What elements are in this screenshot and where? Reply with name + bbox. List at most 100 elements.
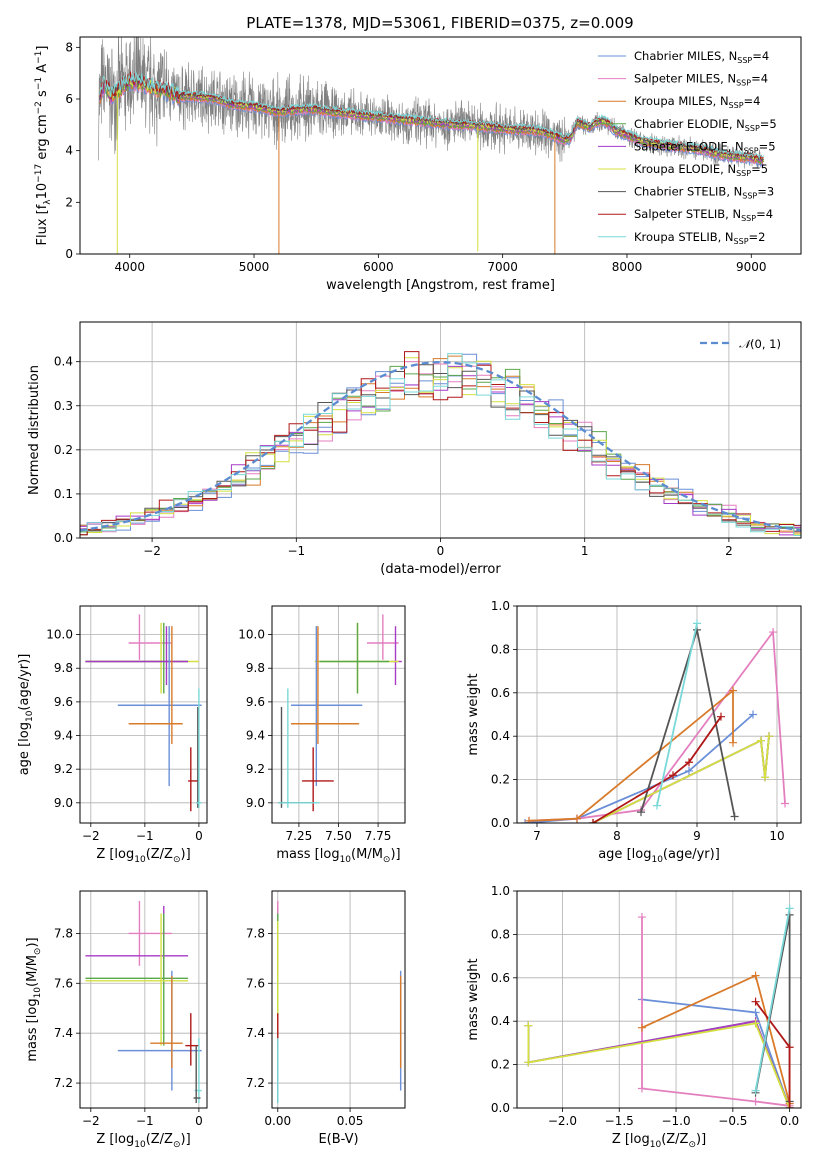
weight-series-kroupa-elodie	[589, 732, 773, 823]
errorbar-chabrier-miles	[291, 626, 363, 786]
weight-line	[641, 917, 790, 1107]
errorbar-salpeter-miles	[367, 614, 399, 660]
y-tick-label: 0.8	[491, 927, 510, 941]
weight-point-marker	[637, 913, 646, 922]
y-tick-label: 4	[65, 144, 73, 158]
errorbar-chabrier-stelib	[278, 706, 315, 808]
legend-label: Salpeter MILES, NSSP=4	[634, 72, 768, 88]
y-tick-label: 9.2	[54, 762, 73, 776]
weight-point-marker	[785, 904, 794, 913]
y-tick-label: 9.2	[246, 762, 265, 776]
y-tick-label: 0.6	[491, 686, 510, 700]
errorbar-kroupa-miles	[291, 626, 360, 744]
legend-label: Chabrier ELODIE, NSSP=5	[634, 117, 777, 133]
legend-label: Kroupa STELIB, NSSP=2	[634, 230, 765, 246]
legend-label: Salpeter ELODIE, NSSP=5	[634, 139, 776, 155]
model-spectrum-kroupa-stelib	[99, 70, 765, 159]
errorbar-chabrier-miles	[117, 970, 202, 1091]
age-vs-Z-x-axis-label: Z [log10(Z/Z⊙)]	[96, 847, 190, 865]
y-tick-label: 0.0	[54, 531, 73, 545]
model-spectrum-kroupa-elodie	[99, 74, 765, 162]
spectrum-y-axis-label: Flux [fλ10−17 erg cm−2 s−1 A−1]	[34, 46, 53, 246]
y-tick-label: 0.2	[491, 773, 510, 787]
mass-vs-metallicity-panel: −2 −1 0 7.2 7.4 7.6 7.8 Z [log10(Z/Z⊙)] mass [lo…	[25, 890, 208, 1150]
y-tick-label: 0.4	[491, 1014, 510, 1028]
x-tick-label: −1.5	[605, 1114, 634, 1128]
weight-point-marker	[751, 1019, 760, 1028]
legend-label: Kroupa ELODIE, NSSP=5	[634, 162, 768, 178]
residuals-y-axis-label: Normed distribution	[27, 365, 42, 495]
weight-point-marker	[669, 771, 677, 780]
axes-frame	[516, 605, 802, 824]
age-vs-mass-x-axis-label: mass [log10(M/M⊙)]	[276, 847, 400, 865]
errorbar-kroupa-elodie	[85, 913, 189, 1046]
weight-point-marker	[637, 808, 645, 817]
x-tick-label: 7.50	[325, 829, 352, 843]
errorbar-chabrier-elodie	[85, 622, 189, 694]
x-tick-label: 0.05	[337, 1114, 364, 1128]
weight-point-marker	[765, 732, 773, 741]
weight-series-kroupa-stelib	[751, 904, 794, 1095]
histogram-chabrier-miles	[80, 353, 801, 531]
mass-vs-ebv-panel: 0.00 0.05 7.2 7.4 7.6 7.8 E(B-V)	[246, 890, 406, 1147]
x-tick-label: 8000	[612, 260, 643, 274]
x-tick-label: 9000	[736, 260, 767, 274]
weight-point-marker	[751, 1097, 760, 1106]
y-tick-label: 9.8	[54, 661, 73, 675]
x-tick-label: −2	[143, 544, 161, 558]
y-tick-label: 0.2	[491, 1058, 510, 1072]
y-tick-label: 9.0	[54, 796, 73, 810]
weight-point-marker	[729, 686, 737, 695]
weight-vs-metallicity-panel: −2.0 −1.5 −1.0 −0.5 0.0 0.0 0.2 0.4 0.6 0.8 1.0 Z […	[466, 884, 802, 1150]
weight-series-kroupa-elodie	[524, 1019, 794, 1108]
x-tick-label: −1	[287, 544, 305, 558]
weight-line	[640, 629, 736, 817]
weight-series-salpeter-stelib	[589, 712, 725, 823]
weight-line	[592, 736, 770, 823]
weight-point-marker	[525, 816, 533, 823]
axes-frame	[79, 36, 802, 255]
legend-label: Chabrier MILES, NSSP=4	[634, 49, 769, 65]
weight-point-marker	[751, 1008, 760, 1017]
weight-point-marker	[749, 710, 757, 719]
y-tick-label: 7.2	[246, 1076, 265, 1090]
weight-point-marker	[751, 971, 760, 980]
legend-label: Salpeter STELIB, NSSP=4	[634, 207, 773, 223]
weight-point-marker	[761, 773, 769, 782]
y-tick-label: 7.4	[54, 1026, 73, 1040]
x-tick-label: 0.0	[780, 1114, 799, 1128]
errorbar-kroupa-stelib	[278, 688, 320, 808]
weight-point-marker	[751, 997, 760, 1006]
x-tick-label: 0	[437, 544, 445, 558]
x-tick-label: 8	[613, 829, 621, 843]
weight-point-marker	[653, 801, 661, 810]
x-tick-label: −1.0	[661, 1114, 690, 1128]
weight-point-marker	[685, 758, 693, 767]
y-tick-label: 0.6	[491, 971, 510, 985]
weight-point-marker	[524, 1021, 533, 1030]
weight-line	[528, 688, 734, 822]
y-tick-label: 7.4	[246, 1026, 265, 1040]
weight-point-marker	[637, 1084, 646, 1093]
x-tick-label: −0.5	[718, 1114, 747, 1128]
weight-vs-Z-x-axis-label: Z [log10(Z/Z⊙)]	[612, 1132, 706, 1150]
errorbar-kroupa-miles	[128, 626, 183, 744]
x-tick-label: 6000	[363, 260, 394, 274]
x-tick-label: 7.25	[286, 829, 313, 843]
axes-frame	[79, 890, 208, 1109]
weight-vs-age-panel: 7 8 9 10 0.0 0.2 0.4 0.6 0.8 1.0 age [log10(age/yr…	[466, 599, 802, 865]
weight-point-marker	[637, 1023, 646, 1032]
y-tick-label: 6	[65, 92, 73, 106]
legend-label: Kroupa MILES, NSSP=4	[634, 94, 760, 110]
legend-label: 𝒩(0, 1)	[739, 337, 781, 351]
weight-point-marker	[524, 1058, 533, 1067]
y-tick-label: 1.0	[491, 599, 510, 613]
y-tick-label: 0.2	[54, 443, 73, 457]
y-tick-label: 0.0	[491, 1101, 510, 1115]
histogram-kroupa-miles	[80, 355, 801, 534]
y-tick-label: 0.4	[491, 729, 510, 743]
age-vs-Z-y-axis-label: age [log10(age/yr)]	[17, 654, 35, 776]
x-tick-label: 2	[725, 544, 733, 558]
x-tick-label: 0.00	[264, 1114, 291, 1128]
